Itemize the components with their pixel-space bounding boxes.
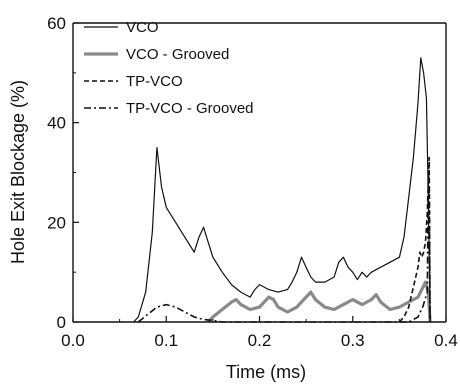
axes xyxy=(72,22,447,323)
y-tick-label: 60 xyxy=(47,14,66,33)
y-axis-title: Hole Exit Blockage (%) xyxy=(8,80,28,264)
series-line-1 xyxy=(133,57,431,323)
y-tick-label: 0 xyxy=(57,313,66,332)
ticks: 0.0 0.1 0.2 0.3 0.4 0 20 40 60 xyxy=(47,14,458,350)
x-tick-label: 0.0 xyxy=(61,331,85,350)
x-tick-label: 0.2 xyxy=(248,331,272,350)
legend-label-4: TP-VCO - Grooved xyxy=(126,100,254,117)
series-line-2 xyxy=(207,280,432,324)
legend-label-2: VCO - Grooved xyxy=(126,46,229,63)
y-tick-label: 20 xyxy=(47,213,66,232)
plot-series xyxy=(133,57,432,324)
legend-label-3: TP-VCO xyxy=(126,73,183,90)
series-line-4 xyxy=(137,171,431,323)
x-tick-label: 0.4 xyxy=(434,331,458,350)
legend: VCO VCO - Grooved TP-VCO TP-VCO - Grooved xyxy=(84,19,254,117)
legend-label-1: VCO xyxy=(126,19,159,36)
x-tick-label: 0.3 xyxy=(341,331,365,350)
x-axis-title: Time (ms) xyxy=(226,362,306,382)
y-tick-label: 40 xyxy=(47,114,66,133)
x-tick-label: 0.1 xyxy=(154,331,178,350)
